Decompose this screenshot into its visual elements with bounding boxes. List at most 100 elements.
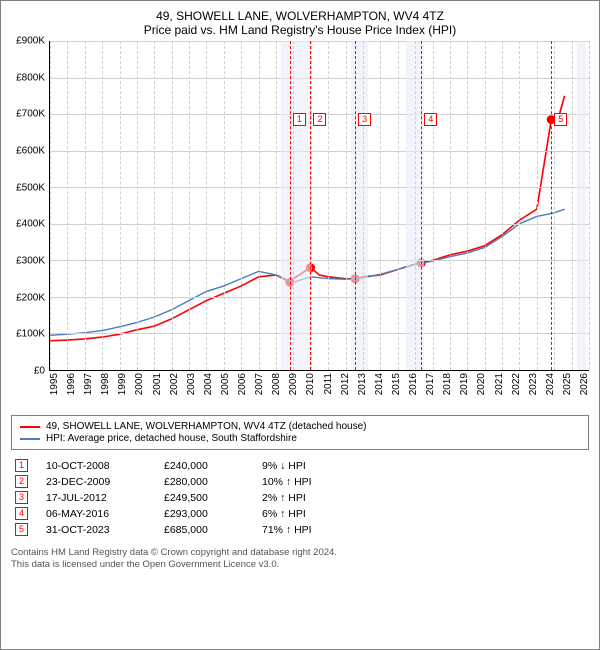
gridline-v xyxy=(328,41,329,370)
gridline-h xyxy=(50,151,589,152)
event-number-box: 5 xyxy=(15,523,28,536)
x-tick-label: 2007 xyxy=(254,373,265,395)
chart-container: 49, SHOWELL LANE, WOLVERHAMPTON, WV4 4TZ… xyxy=(0,0,600,650)
y-tick-label: £800K xyxy=(16,72,45,83)
event-pct: 2% ↑ HPI xyxy=(262,492,372,504)
chart-title: 49, SHOWELL LANE, WOLVERHAMPTON, WV4 4TZ xyxy=(11,9,589,23)
event-marker-box: 1 xyxy=(293,113,306,126)
x-tick-label: 2020 xyxy=(476,373,487,395)
y-tick-label: £300K xyxy=(16,256,45,267)
legend-label: HPI: Average price, detached house, Sout… xyxy=(46,433,297,444)
y-axis: £0£100K£200K£300K£400K£500K£600K£700K£80… xyxy=(11,41,49,371)
y-tick-label: £600K xyxy=(16,146,45,157)
title-block: 49, SHOWELL LANE, WOLVERHAMPTON, WV4 4TZ… xyxy=(11,9,589,37)
x-tick-label: 2005 xyxy=(220,373,231,395)
x-tick-label: 2012 xyxy=(340,373,351,395)
x-tick-label: 2009 xyxy=(288,373,299,395)
event-date: 31-OCT-2023 xyxy=(46,524,146,536)
gridline-v xyxy=(450,41,451,370)
y-tick-label: £0 xyxy=(34,366,45,377)
event-line xyxy=(551,41,552,370)
x-tick-label: 2026 xyxy=(579,373,590,395)
gridline-v xyxy=(519,41,520,370)
x-tick-label: 2014 xyxy=(374,373,385,395)
gridline-h xyxy=(50,297,589,298)
x-tick-label: 1995 xyxy=(49,373,60,395)
x-tick-label: 2015 xyxy=(391,373,402,395)
event-number-box: 4 xyxy=(15,507,28,520)
x-tick-label: 2004 xyxy=(203,373,214,395)
recession-shade xyxy=(281,41,311,370)
event-line xyxy=(290,41,291,370)
gridline-v xyxy=(189,41,190,370)
event-row: 110-OCT-2008£240,0009% ↓ HPI xyxy=(11,459,589,472)
gridline-v xyxy=(172,41,173,370)
event-marker-box: 2 xyxy=(313,113,326,126)
footer-line-2: This data is licensed under the Open Gov… xyxy=(11,559,589,571)
gridline-v xyxy=(467,41,468,370)
gridline-v xyxy=(120,41,121,370)
x-tick-label: 2023 xyxy=(528,373,539,395)
x-tick-label: 1997 xyxy=(83,373,94,395)
x-tick-label: 1999 xyxy=(117,373,128,395)
y-tick-label: £400K xyxy=(16,219,45,230)
gridline-v xyxy=(346,41,347,370)
gridline-v xyxy=(589,41,590,370)
y-tick-label: £700K xyxy=(16,109,45,120)
chart-subtitle: Price paid vs. HM Land Registry's House … xyxy=(11,23,589,37)
event-price: £240,000 xyxy=(164,460,244,472)
event-date: 17-JUL-2012 xyxy=(46,492,146,504)
event-pct: 10% ↑ HPI xyxy=(262,476,372,488)
gridline-v xyxy=(485,41,486,370)
plot-area: 12345 xyxy=(49,41,589,371)
event-date: 23-DEC-2009 xyxy=(46,476,146,488)
gridline-v xyxy=(241,41,242,370)
event-number-box: 2 xyxy=(15,475,28,488)
event-date: 10-OCT-2008 xyxy=(46,460,146,472)
x-tick-label: 2000 xyxy=(134,373,145,395)
event-marker-box: 5 xyxy=(554,113,567,126)
event-row: 406-MAY-2016£293,0006% ↑ HPI xyxy=(11,507,589,520)
event-number-box: 3 xyxy=(15,491,28,504)
gridline-h xyxy=(50,224,589,225)
x-tick-label: 2018 xyxy=(442,373,453,395)
gridline-v xyxy=(154,41,155,370)
gridline-v xyxy=(85,41,86,370)
legend-box: 49, SHOWELL LANE, WOLVERHAMPTON, WV4 4TZ… xyxy=(11,415,589,450)
gridline-h xyxy=(50,187,589,188)
gridline-v xyxy=(102,41,103,370)
gridline-v xyxy=(502,41,503,370)
event-line xyxy=(310,41,311,370)
gridline-h xyxy=(50,78,589,79)
footer-line-1: Contains HM Land Registry data © Crown c… xyxy=(11,547,589,559)
footer-text: Contains HM Land Registry data © Crown c… xyxy=(11,547,589,572)
gridline-v xyxy=(433,41,434,370)
gridline-v xyxy=(293,41,294,370)
x-tick-label: 2021 xyxy=(494,373,505,395)
gridline-v xyxy=(572,41,573,370)
x-tick-label: 1996 xyxy=(66,373,77,395)
event-price: £685,000 xyxy=(164,524,244,536)
y-tick-label: £500K xyxy=(16,182,45,193)
x-tick-label: 1998 xyxy=(100,373,111,395)
event-pct: 71% ↑ HPI xyxy=(262,524,372,536)
x-tick-label: 2003 xyxy=(186,373,197,395)
x-tick-label: 2002 xyxy=(169,373,180,395)
gridline-v xyxy=(554,41,555,370)
event-date: 06-MAY-2016 xyxy=(46,508,146,520)
x-tick-label: 2016 xyxy=(408,373,419,395)
gridline-v xyxy=(276,41,277,370)
gridline-v xyxy=(537,41,538,370)
x-tick-label: 2019 xyxy=(459,373,470,395)
gridline-h xyxy=(50,333,589,334)
x-tick-label: 2006 xyxy=(237,373,248,395)
gridline-h xyxy=(50,41,589,42)
event-row: 5 31-OCT-2023 £685,000 71% ↑ HPI xyxy=(11,523,589,536)
event-line xyxy=(355,41,356,370)
events-table: 110-OCT-2008£240,0009% ↓ HPI223-DEC-2009… xyxy=(11,456,589,539)
event-marker-box: 3 xyxy=(358,113,371,126)
event-pct: 9% ↓ HPI xyxy=(262,460,372,472)
y-tick-label: £100K xyxy=(16,329,45,340)
gridline-h xyxy=(50,260,589,261)
event-price: £280,000 xyxy=(164,476,244,488)
